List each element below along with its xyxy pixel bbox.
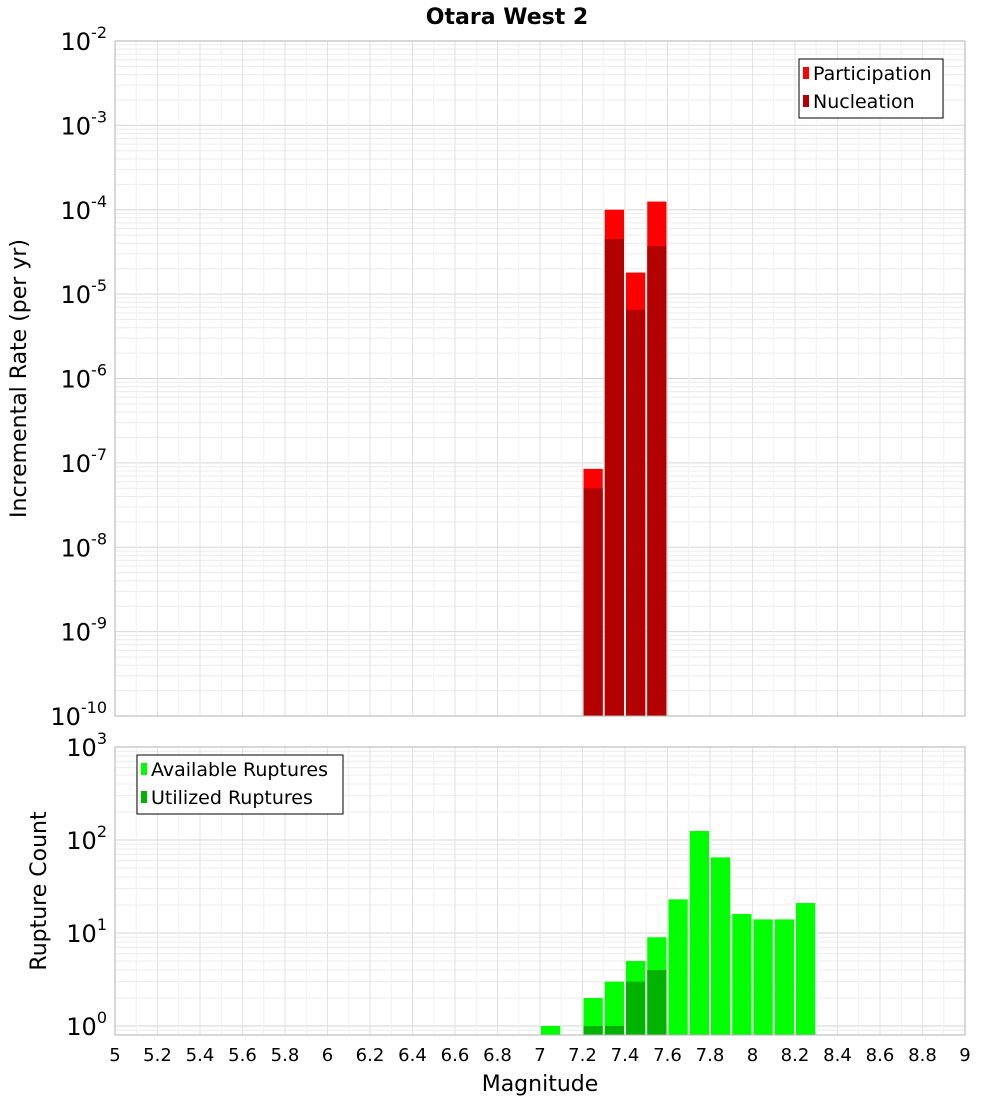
legend-swatch (141, 791, 147, 803)
x-tick-label: 6.4 (398, 1045, 427, 1066)
y-tick-label: 102 (66, 822, 107, 855)
y-axis-label: Incremental Rate (per yr) (7, 239, 32, 518)
y-tick-label: 10-8 (61, 529, 108, 562)
bar (732, 914, 752, 1035)
x-tick-label: 7.6 (653, 1045, 682, 1066)
bar (711, 857, 731, 1035)
legend-label: Nucleation (813, 91, 915, 113)
legend-label: Available Ruptures (151, 759, 328, 781)
bar (604, 981, 624, 1035)
x-tick-label: 8.8 (908, 1045, 937, 1066)
bar (689, 830, 709, 1035)
bar (774, 919, 794, 1035)
x-tick-label: 7.2 (568, 1045, 597, 1066)
bar (583, 488, 603, 716)
legend-box (798, 58, 944, 119)
legend-swatch (141, 763, 147, 775)
bar (796, 903, 816, 1035)
x-axis-label: Magnitude (482, 1072, 599, 1097)
y-tick-label: 10-4 (61, 192, 108, 225)
y-tick-label: 100 (66, 1008, 107, 1041)
x-tick-label: 6.6 (441, 1045, 470, 1066)
y-axis-label: Rupture Count (27, 811, 52, 971)
legend-swatch (803, 67, 809, 79)
x-tick-label: 6 (322, 1045, 333, 1066)
bar (583, 997, 603, 1035)
bar (626, 981, 646, 1035)
x-tick-label: 6.2 (356, 1045, 385, 1066)
bar (604, 239, 624, 716)
bar (604, 1025, 624, 1035)
x-tick-label: 5.6 (228, 1045, 257, 1066)
x-tick-label: 8.6 (866, 1045, 895, 1066)
legend-box (136, 754, 344, 815)
x-tick-label: 5.4 (186, 1045, 215, 1066)
x-tick-label: 7.4 (611, 1045, 640, 1066)
bar (753, 919, 773, 1035)
y-tick-label: 101 (66, 915, 107, 948)
y-tick-label: 103 (66, 729, 107, 762)
bar (668, 899, 688, 1035)
bar (541, 1025, 561, 1035)
x-tick-label: 5.2 (143, 1045, 172, 1066)
rate-panel: 10-10 10-9 10-8 10-7 10-6 10-5 10-4 10-3 10-2 Inc… (7, 23, 966, 731)
plot-frame (114, 40, 966, 717)
x-tick-label: 5.8 (271, 1045, 300, 1066)
x-tick-label: 9 (959, 1045, 970, 1066)
y-tick-label: 10-9 (61, 614, 108, 647)
x-tick-label: 5 (109, 1045, 120, 1066)
y-tick-label: 10-7 (61, 445, 108, 478)
x-tick-label: 7.8 (696, 1045, 725, 1066)
legend-label: Utilized Ruptures (151, 787, 313, 809)
bar (647, 246, 667, 716)
y-tick-label: 10-10 (50, 698, 107, 731)
x-tick-label: 7 (534, 1045, 545, 1066)
chart-title: Otara West 2 (426, 5, 588, 30)
plot-frame (114, 746, 966, 1036)
x-tick-label: 8 (747, 1045, 758, 1066)
y-tick-label: 10-5 (61, 276, 108, 309)
bar (647, 969, 667, 1035)
bar (583, 1025, 603, 1035)
bar (626, 309, 646, 716)
legend-swatch (803, 95, 809, 107)
y-tick-label: 10-2 (61, 23, 108, 56)
x-tick-label: 8.4 (823, 1045, 852, 1066)
x-tick-label: 8.2 (781, 1045, 810, 1066)
y-tick-label: 10-6 (61, 361, 108, 394)
count-panel: 100 101 102 103 Rupture Count 5 5.2 5.4 5.6 5.8 6 6… (27, 729, 971, 1066)
legend-label: Participation (813, 63, 932, 85)
x-tick-label: 6.8 (483, 1045, 512, 1066)
y-tick-label: 10-3 (61, 107, 108, 140)
